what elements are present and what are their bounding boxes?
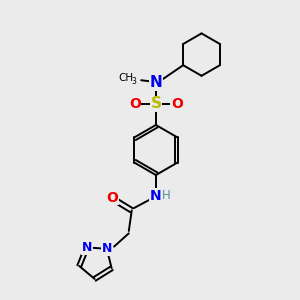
Text: N: N (82, 241, 92, 254)
Text: O: O (106, 191, 118, 205)
Text: N: N (150, 189, 162, 202)
Text: N: N (149, 75, 162, 90)
Text: N: N (102, 242, 112, 255)
Text: O: O (171, 97, 183, 111)
Text: 3: 3 (131, 77, 136, 86)
Text: CH: CH (118, 73, 133, 83)
Text: S: S (150, 96, 161, 111)
Text: H: H (162, 189, 171, 202)
Text: O: O (129, 97, 141, 111)
